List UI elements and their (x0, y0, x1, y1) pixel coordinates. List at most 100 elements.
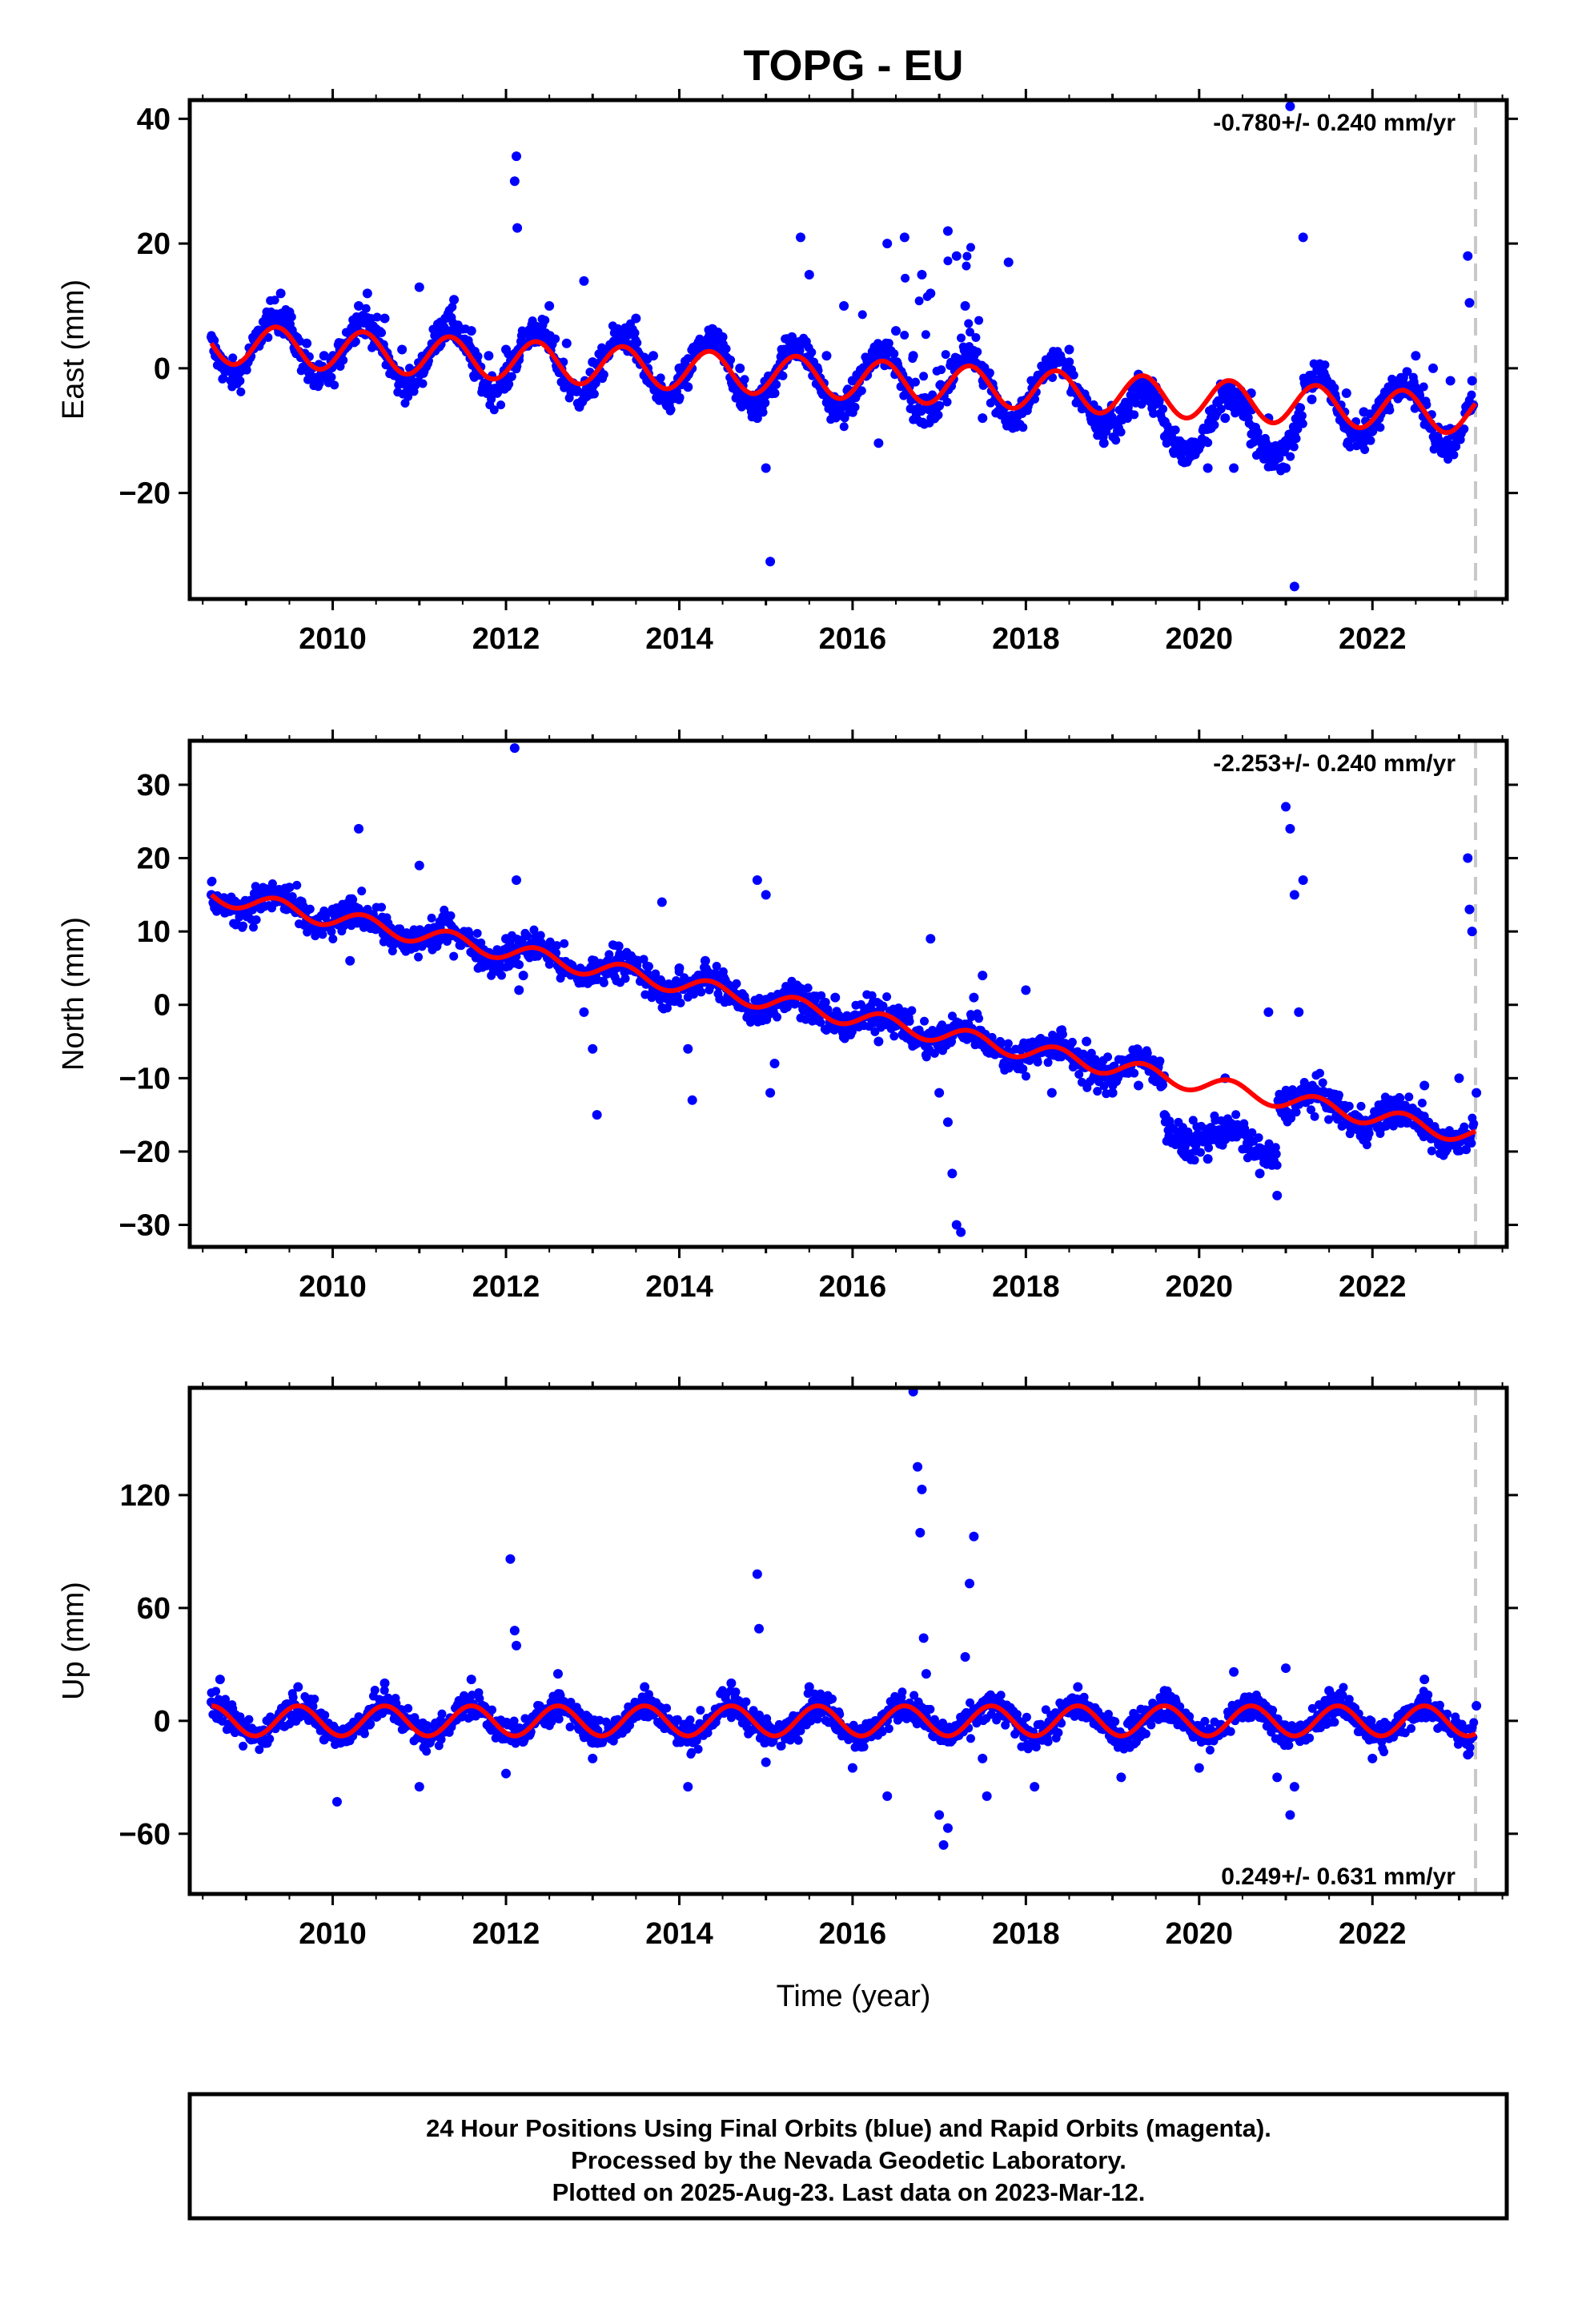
data-point (1098, 438, 1109, 448)
data-point (265, 1734, 275, 1743)
data-point (404, 1703, 413, 1713)
data-point (662, 1003, 672, 1013)
data-point (1220, 413, 1231, 424)
data-point (769, 388, 780, 399)
data-point (1294, 1007, 1304, 1017)
data-point (320, 1711, 330, 1720)
data-point (884, 1724, 893, 1734)
data-point (867, 991, 877, 1000)
data-point (726, 356, 736, 365)
data-point (697, 987, 706, 997)
data-point (588, 1043, 598, 1054)
data-point (897, 1687, 907, 1697)
data-point (1427, 1146, 1436, 1156)
data-point (348, 895, 358, 904)
data-point (359, 1729, 369, 1739)
data-point (900, 330, 909, 340)
data-point (512, 151, 522, 162)
data-point (1297, 411, 1307, 420)
data-point (749, 1706, 758, 1715)
data-point (901, 273, 910, 283)
data-point (1275, 453, 1284, 463)
data-point (969, 992, 979, 1003)
data-point (579, 1007, 589, 1017)
data-point (1403, 367, 1412, 376)
data-point (327, 372, 336, 382)
data-point (1203, 1154, 1213, 1164)
data-point (889, 349, 899, 359)
data-point (761, 398, 770, 408)
data-point (1253, 428, 1263, 437)
data-point (1344, 1101, 1354, 1111)
data-point (446, 911, 456, 921)
data-point (696, 1706, 705, 1715)
data-point (1093, 1087, 1102, 1096)
data-point (1388, 1121, 1398, 1131)
data-point (1099, 1081, 1109, 1091)
data-point (934, 410, 943, 420)
data-point (414, 282, 424, 292)
data-point (960, 300, 970, 311)
y-tick-label: −30 (119, 1209, 171, 1243)
data-point (1443, 1144, 1452, 1154)
data-point (1263, 1007, 1274, 1017)
data-point (997, 1039, 1006, 1048)
data-point (1320, 360, 1330, 370)
data-point (857, 386, 866, 396)
data-point (228, 353, 238, 363)
data-point (926, 934, 936, 944)
data-point (248, 905, 258, 915)
data-point (554, 1715, 564, 1724)
data-point (1356, 1101, 1366, 1111)
data-point (877, 1727, 887, 1737)
data-point (527, 320, 537, 330)
data-point (782, 1003, 792, 1012)
data-point (1315, 1068, 1325, 1078)
data-point (488, 1705, 497, 1715)
y-tick-label: 40 (137, 103, 171, 136)
x-tick-label: 2022 (1339, 1270, 1407, 1304)
y-tick-label: 0 (154, 352, 171, 386)
data-point (561, 338, 572, 348)
data-point (248, 923, 258, 932)
data-point (1350, 1110, 1360, 1120)
data-point (849, 1720, 858, 1730)
data-point (693, 1744, 703, 1754)
velocity-rate-label: -2.253+/- 0.240 mm/yr (1213, 750, 1456, 777)
data-point (613, 326, 624, 336)
model-fit-line (209, 324, 1478, 436)
data-point (795, 232, 805, 243)
data-point (816, 1018, 825, 1027)
data-point (625, 1720, 635, 1730)
data-point (318, 930, 327, 939)
data-point (1419, 1080, 1430, 1091)
data-point (1285, 823, 1295, 834)
data-point (630, 328, 640, 338)
data-point (1467, 376, 1477, 386)
data-point (1334, 1090, 1343, 1100)
data-point (1310, 1112, 1319, 1121)
data-point (797, 983, 806, 993)
data-point (207, 332, 217, 342)
data-point (685, 1715, 695, 1725)
data-point (1067, 1037, 1077, 1047)
data-point (631, 313, 641, 324)
data-point (1240, 1124, 1250, 1133)
data-point (518, 971, 528, 981)
data-point (752, 875, 762, 886)
data-point (319, 351, 329, 361)
data-point (414, 952, 424, 962)
data-point (1058, 1029, 1067, 1039)
data-point (242, 365, 251, 375)
data-point (449, 951, 459, 961)
data-point (1155, 1056, 1165, 1066)
data-point (673, 1715, 682, 1724)
data-point (921, 330, 930, 340)
data-point (1463, 251, 1473, 261)
data-point (732, 979, 741, 988)
data-point (773, 1012, 782, 1022)
data-point (1272, 1160, 1282, 1170)
data-point (966, 328, 975, 337)
data-point (1022, 1712, 1031, 1722)
x-tick-label: 2020 (1166, 1270, 1234, 1304)
